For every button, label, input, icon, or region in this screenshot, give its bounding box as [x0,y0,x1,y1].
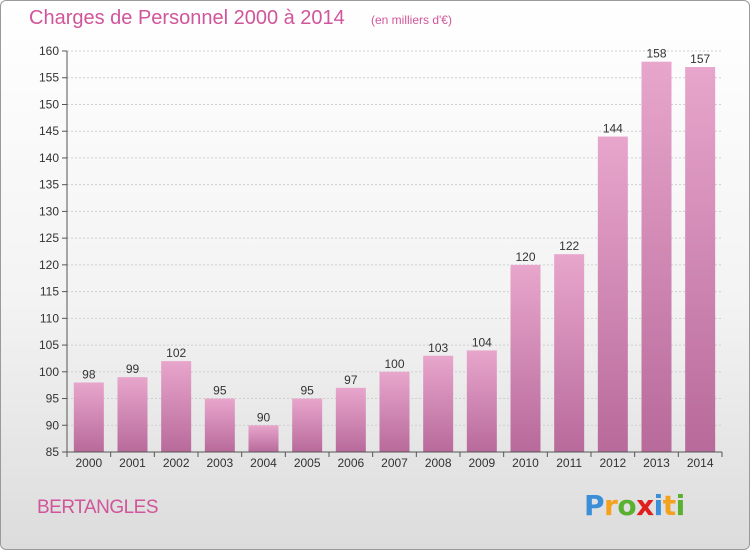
logo-letter: i [653,489,664,522]
axes: 85 90 95 100 105 110 115 120 125 130 135 140 145 150 1… [39,44,723,470]
y-tick-label: 110 [40,311,59,325]
data-label-2009: 104 [472,335,492,349]
data-label-2011: 122 [559,239,579,253]
bar-2001 [117,377,148,452]
y-tick-label: 95 [46,392,60,406]
x-tick-label: 2001 [119,456,146,470]
data-labels: 98 99 102 95 90 95 97 100 103 104 120 122 144 158 157 [82,47,710,425]
bar-2009 [466,350,497,452]
logo-letter: o [617,489,637,522]
y-tick-label: 135 [39,178,59,192]
data-label-2001: 99 [126,362,140,376]
logo-letter: x [636,489,654,522]
data-label-2003: 95 [213,384,227,398]
bar-2013 [641,61,672,453]
logo-letter: t [662,489,676,522]
data-label-2008: 103 [428,341,448,355]
y-tick-label: 105 [39,338,59,352]
data-label-2010: 120 [515,250,535,264]
y-tick-label: 140 [39,151,59,165]
x-tick-label: 2008 [425,456,452,470]
bars [73,61,716,453]
data-label-2013: 158 [646,47,666,61]
x-tick-label: 2007 [381,456,408,470]
logo-letter: P [584,489,605,522]
data-label-2000: 98 [82,367,96,381]
y-tick-label: 150 [39,97,59,111]
x-tick-label: 2009 [468,456,495,470]
bar-2008 [423,355,454,452]
data-label-2005: 95 [300,384,314,398]
x-tick-label: 2004 [250,456,277,470]
x-tick-label: 2005 [294,456,321,470]
x-tick-label: 2011 [556,456,582,470]
commune-name: BERTANGLES [37,497,159,518]
bar-2002 [161,361,192,452]
bar-2014 [685,67,716,452]
proxiti-logo: Proxiti [584,489,685,522]
bar-2012 [597,136,628,452]
bar-2003 [204,398,235,452]
data-label-2002: 102 [166,346,186,360]
x-tick-label: 2006 [337,456,364,470]
chart-subtitle: (en milliers d'€) [371,13,452,27]
x-tick-label: 2000 [75,456,102,470]
y-tick-label: 90 [46,418,60,432]
bar-2007 [379,371,410,452]
chart-title: Charges de Personnel 2000 à 2014 [29,7,345,29]
x-tick-label: 2002 [163,456,190,470]
bar-2006 [335,387,366,452]
bar-2011 [554,254,585,452]
bar-2000 [73,382,104,452]
y-tick-label: 85 [46,445,60,459]
y-tick-label: 120 [39,258,59,272]
y-tick-label: 115 [40,285,59,299]
bar-2004 [248,425,279,452]
data-label-2006: 97 [344,373,358,387]
logo-letter: i [675,489,686,522]
y-tick-label: 155 [39,71,59,85]
data-label-2014: 157 [690,52,710,66]
x-tick-label: 2010 [512,456,539,470]
x-tick-label: 2013 [643,456,670,470]
data-label-2012: 144 [603,122,623,136]
x-tick-label: 2014 [687,456,714,470]
y-tick-label: 100 [39,365,59,379]
logo-letter: r [604,489,618,522]
x-tick-label: 2003 [206,456,233,470]
y-tick-label: 145 [39,124,59,138]
bar-2005 [292,398,323,452]
data-label-2004: 90 [257,410,271,424]
data-label-2007: 100 [384,357,404,371]
bar-2010 [510,264,541,452]
y-tick-label: 125 [39,231,59,245]
y-tick-label: 130 [39,204,59,218]
x-tick-label: 2012 [599,456,626,470]
y-tick-label: 160 [39,44,59,58]
